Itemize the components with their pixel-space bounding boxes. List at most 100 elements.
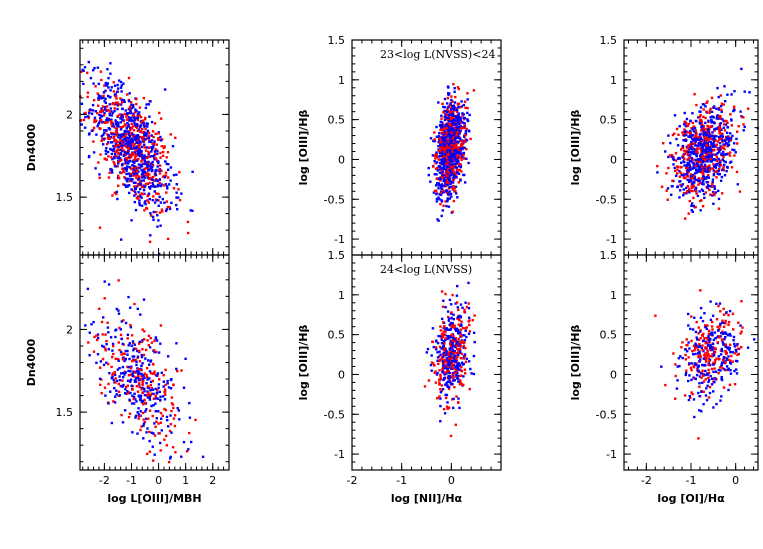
- data-point-blue: [449, 163, 452, 166]
- data-point-red: [674, 363, 677, 366]
- data-point-red: [128, 156, 131, 160]
- data-point-blue: [462, 113, 465, 116]
- data-point-blue: [126, 140, 130, 143]
- data-point-blue: [157, 219, 160, 222]
- data-point-blue: [449, 355, 453, 358]
- data-point-blue: [450, 159, 453, 162]
- data-point-red: [142, 136, 145, 139]
- data-point-blue: [457, 353, 460, 357]
- data-point-blue: [160, 371, 163, 374]
- data-point-blue: [170, 201, 173, 205]
- y-tick-label: -0.5: [596, 193, 617, 206]
- data-point-red: [683, 133, 686, 136]
- y-tick-label: 1: [610, 74, 617, 87]
- data-point-blue: [137, 138, 140, 142]
- data-point-blue: [80, 123, 83, 126]
- data-point-blue: [448, 371, 451, 375]
- data-point-blue: [677, 156, 681, 160]
- data-point-red: [451, 366, 454, 369]
- data-point-blue: [116, 83, 119, 87]
- data-point-red: [724, 361, 727, 364]
- data-point-blue: [722, 321, 726, 325]
- data-point-blue: [116, 157, 120, 160]
- data-point-red: [115, 101, 118, 104]
- data-point-red: [664, 383, 667, 387]
- data-point-red: [694, 346, 697, 350]
- data-point-red: [456, 131, 459, 134]
- data-point-red: [457, 350, 460, 353]
- data-point-blue: [121, 356, 125, 360]
- data-point-blue: [136, 355, 140, 358]
- data-point-blue: [143, 131, 146, 134]
- data-point-blue: [137, 134, 140, 137]
- data-point-blue: [459, 165, 462, 169]
- data-point-blue: [115, 379, 119, 383]
- data-point-blue: [126, 162, 129, 165]
- data-point-blue: [115, 393, 118, 396]
- data-point-blue: [129, 178, 132, 181]
- data-point-red: [456, 157, 460, 160]
- data-point-red: [118, 113, 121, 116]
- data-point-blue: [145, 103, 148, 106]
- data-point-red: [103, 386, 107, 389]
- data-point-blue: [449, 328, 452, 331]
- data-point-blue: [684, 139, 687, 142]
- data-point-red: [693, 125, 696, 128]
- data-point-red: [178, 171, 181, 174]
- data-point-red: [143, 420, 147, 424]
- data-point-blue: [167, 386, 171, 389]
- data-point-blue: [706, 170, 710, 173]
- data-point-red: [147, 393, 151, 397]
- data-point-red: [165, 200, 169, 203]
- data-point-red: [683, 394, 687, 397]
- data-point-blue: [712, 172, 716, 176]
- data-point-blue: [90, 129, 94, 132]
- data-point-blue: [99, 114, 103, 117]
- data-point-red: [708, 164, 711, 167]
- data-point-red: [442, 111, 445, 114]
- data-point-blue: [110, 114, 114, 117]
- data-point-red: [458, 347, 462, 351]
- data-point-red: [162, 146, 166, 150]
- data-point-blue: [166, 187, 169, 190]
- data-point-red: [708, 111, 711, 114]
- data-point-blue: [123, 183, 127, 187]
- data-point-red: [724, 343, 727, 346]
- data-point-red: [718, 132, 721, 135]
- data-point-red: [441, 131, 444, 134]
- data-point-red: [101, 109, 105, 112]
- data-point-blue: [159, 395, 162, 398]
- data-point-red: [708, 168, 712, 171]
- data-point-blue: [698, 138, 702, 142]
- data-point-blue: [113, 155, 116, 159]
- data-point-blue: [457, 152, 461, 155]
- data-point-blue: [167, 168, 170, 171]
- data-point-blue: [701, 381, 704, 384]
- data-point-blue: [709, 318, 713, 321]
- data-point-blue: [699, 358, 702, 361]
- data-point-blue: [153, 140, 156, 143]
- data-point-blue: [103, 111, 106, 115]
- data-point-red: [708, 109, 712, 112]
- data-point-blue: [683, 111, 686, 115]
- data-point-blue: [463, 146, 466, 150]
- data-point-red: [154, 425, 157, 428]
- data-point-red: [705, 136, 709, 140]
- data-point-blue: [142, 155, 145, 159]
- data-point-blue: [464, 132, 467, 135]
- data-point-blue: [455, 162, 458, 165]
- data-point-red: [688, 199, 691, 203]
- data-point-blue: [146, 163, 149, 167]
- data-point-blue: [98, 377, 102, 380]
- data-point-blue: [175, 203, 178, 207]
- data-point-red: [451, 339, 454, 342]
- data-point-red: [446, 96, 450, 100]
- data-point-red: [722, 307, 725, 311]
- data-point-red: [463, 308, 466, 312]
- data-point-red: [656, 164, 659, 168]
- data-point-blue: [448, 336, 451, 340]
- data-point-blue: [142, 174, 146, 177]
- data-point-blue: [160, 429, 163, 432]
- data-point-blue: [182, 386, 186, 389]
- data-point-blue: [696, 369, 700, 373]
